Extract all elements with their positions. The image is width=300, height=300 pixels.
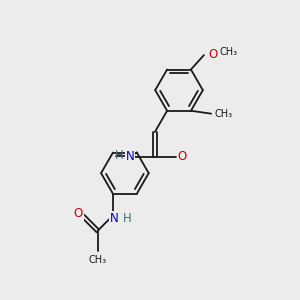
- Text: H: H: [123, 212, 132, 225]
- Text: N: N: [126, 150, 135, 163]
- Text: CH₃: CH₃: [220, 47, 238, 57]
- Text: H: H: [115, 149, 124, 162]
- Text: O: O: [177, 150, 187, 163]
- Text: O: O: [74, 207, 83, 220]
- Text: CH₃: CH₃: [214, 109, 232, 119]
- Text: CH₃: CH₃: [88, 255, 107, 265]
- Text: O: O: [208, 48, 218, 61]
- Text: N: N: [110, 212, 119, 225]
